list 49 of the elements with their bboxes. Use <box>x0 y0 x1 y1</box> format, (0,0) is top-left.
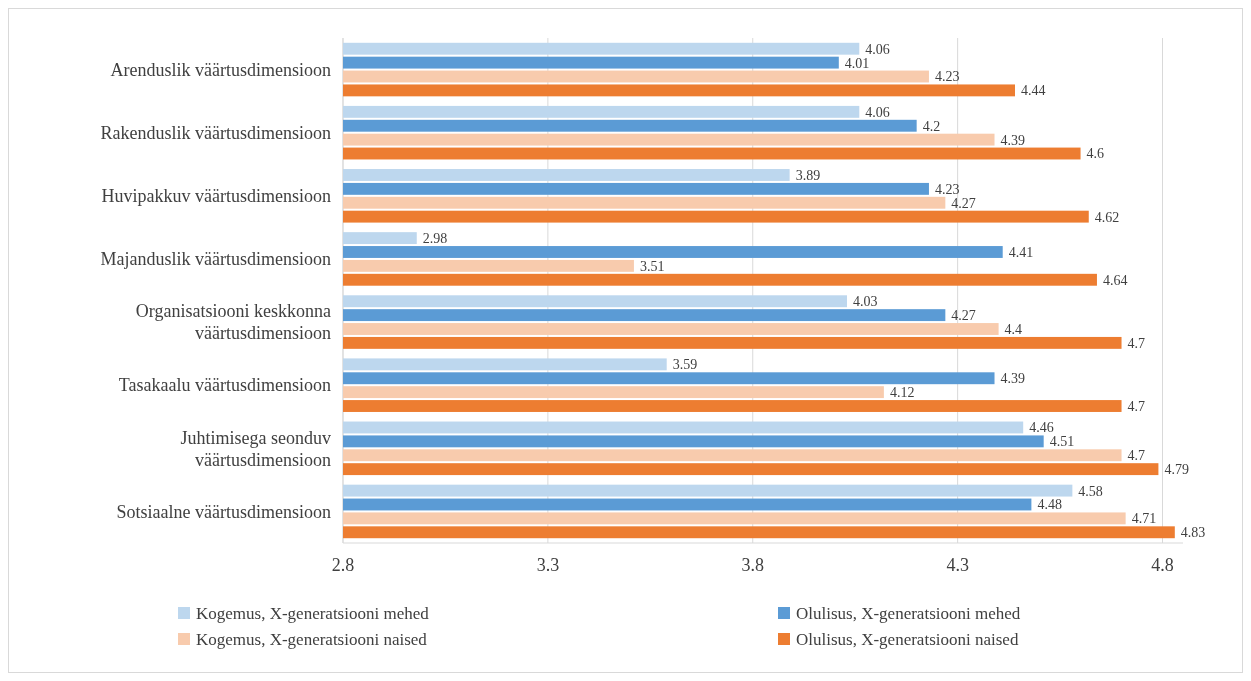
data-label: 4.7 <box>1127 335 1146 351</box>
x-tick-label: 4.3 <box>946 555 969 575</box>
data-label: 4.83 <box>1180 525 1206 541</box>
x-tick-label: 3.3 <box>536 555 560 575</box>
x-tick-label: 2.8 <box>331 555 355 575</box>
data-label: 4.64 <box>1102 272 1128 288</box>
data-label: 4.7 <box>1127 448 1146 464</box>
data-label: 4.62 <box>1094 209 1120 225</box>
data-label: 4.48 <box>1037 497 1062 513</box>
y-tick-label: Huvipakkuv väärtusdimensioon <box>101 186 331 207</box>
data-label: 3.59 <box>672 357 698 373</box>
data-label: 4.7 <box>1127 398 1146 414</box>
data-label: 4.2 <box>922 118 941 134</box>
data-label: 4.27 <box>951 308 976 324</box>
data-label: 4.44 <box>1021 83 1046 99</box>
data-label: 4.06 <box>865 104 890 120</box>
y-tick-label: Organisatsiooni keskkonna väärtusdimensioon <box>135 301 331 344</box>
data-label: 4.06 <box>865 41 890 57</box>
data-label: 4.23 <box>934 181 960 197</box>
x-tick-label: 3.8 <box>741 555 765 575</box>
data-label: 2.98 <box>422 231 448 247</box>
data-label: 4.58 <box>1078 483 1103 499</box>
data-label: 4.03 <box>853 294 878 310</box>
data-label: 4.6 <box>1086 146 1105 162</box>
data-label: 3.51 <box>639 258 665 274</box>
legend-label: Olulisus, X-generatsiooni mehed <box>796 603 1021 623</box>
y-tick-label: Juhtimisega seonduv väärtusdimensioon <box>180 427 331 470</box>
legend-label: Olulisus, X-generatsiooni naised <box>796 629 1019 649</box>
data-label: 4.12 <box>889 385 915 401</box>
data-label: 4.01 <box>844 55 870 71</box>
y-tick-label: Arenduslik väärtusdimensioon <box>110 59 331 80</box>
data-label: 4.39 <box>1000 371 1026 387</box>
data-label: 4.4 <box>1004 321 1023 337</box>
data-label: 4.27 <box>951 195 976 211</box>
data-label: 4.51 <box>1049 434 1075 450</box>
legend-label: Kogemus, X-generatsiooni mehed <box>196 603 430 623</box>
y-tick-label: Rakenduslik väärtusdimensioon <box>100 122 331 143</box>
legend-label: Kogemus, X-generatsiooni naised <box>196 629 428 649</box>
data-label: 4.39 <box>1000 132 1026 148</box>
x-tick-label: 4.8 <box>1151 555 1174 575</box>
data-label: 3.89 <box>795 167 821 183</box>
data-label: 4.41 <box>1008 244 1034 260</box>
data-label: 4.46 <box>1029 420 1054 436</box>
y-tick-label: Sotsiaalne väärtusdimensioon <box>116 501 331 522</box>
data-label: 4.79 <box>1164 462 1189 478</box>
data-label: 4.71 <box>1131 511 1157 527</box>
y-tick-label: Tasakaalu väärtusdimensioon <box>118 375 331 396</box>
data-label: 4.23 <box>934 69 960 85</box>
y-tick-label: Majanduslik väärtusdimensioon <box>100 249 331 270</box>
